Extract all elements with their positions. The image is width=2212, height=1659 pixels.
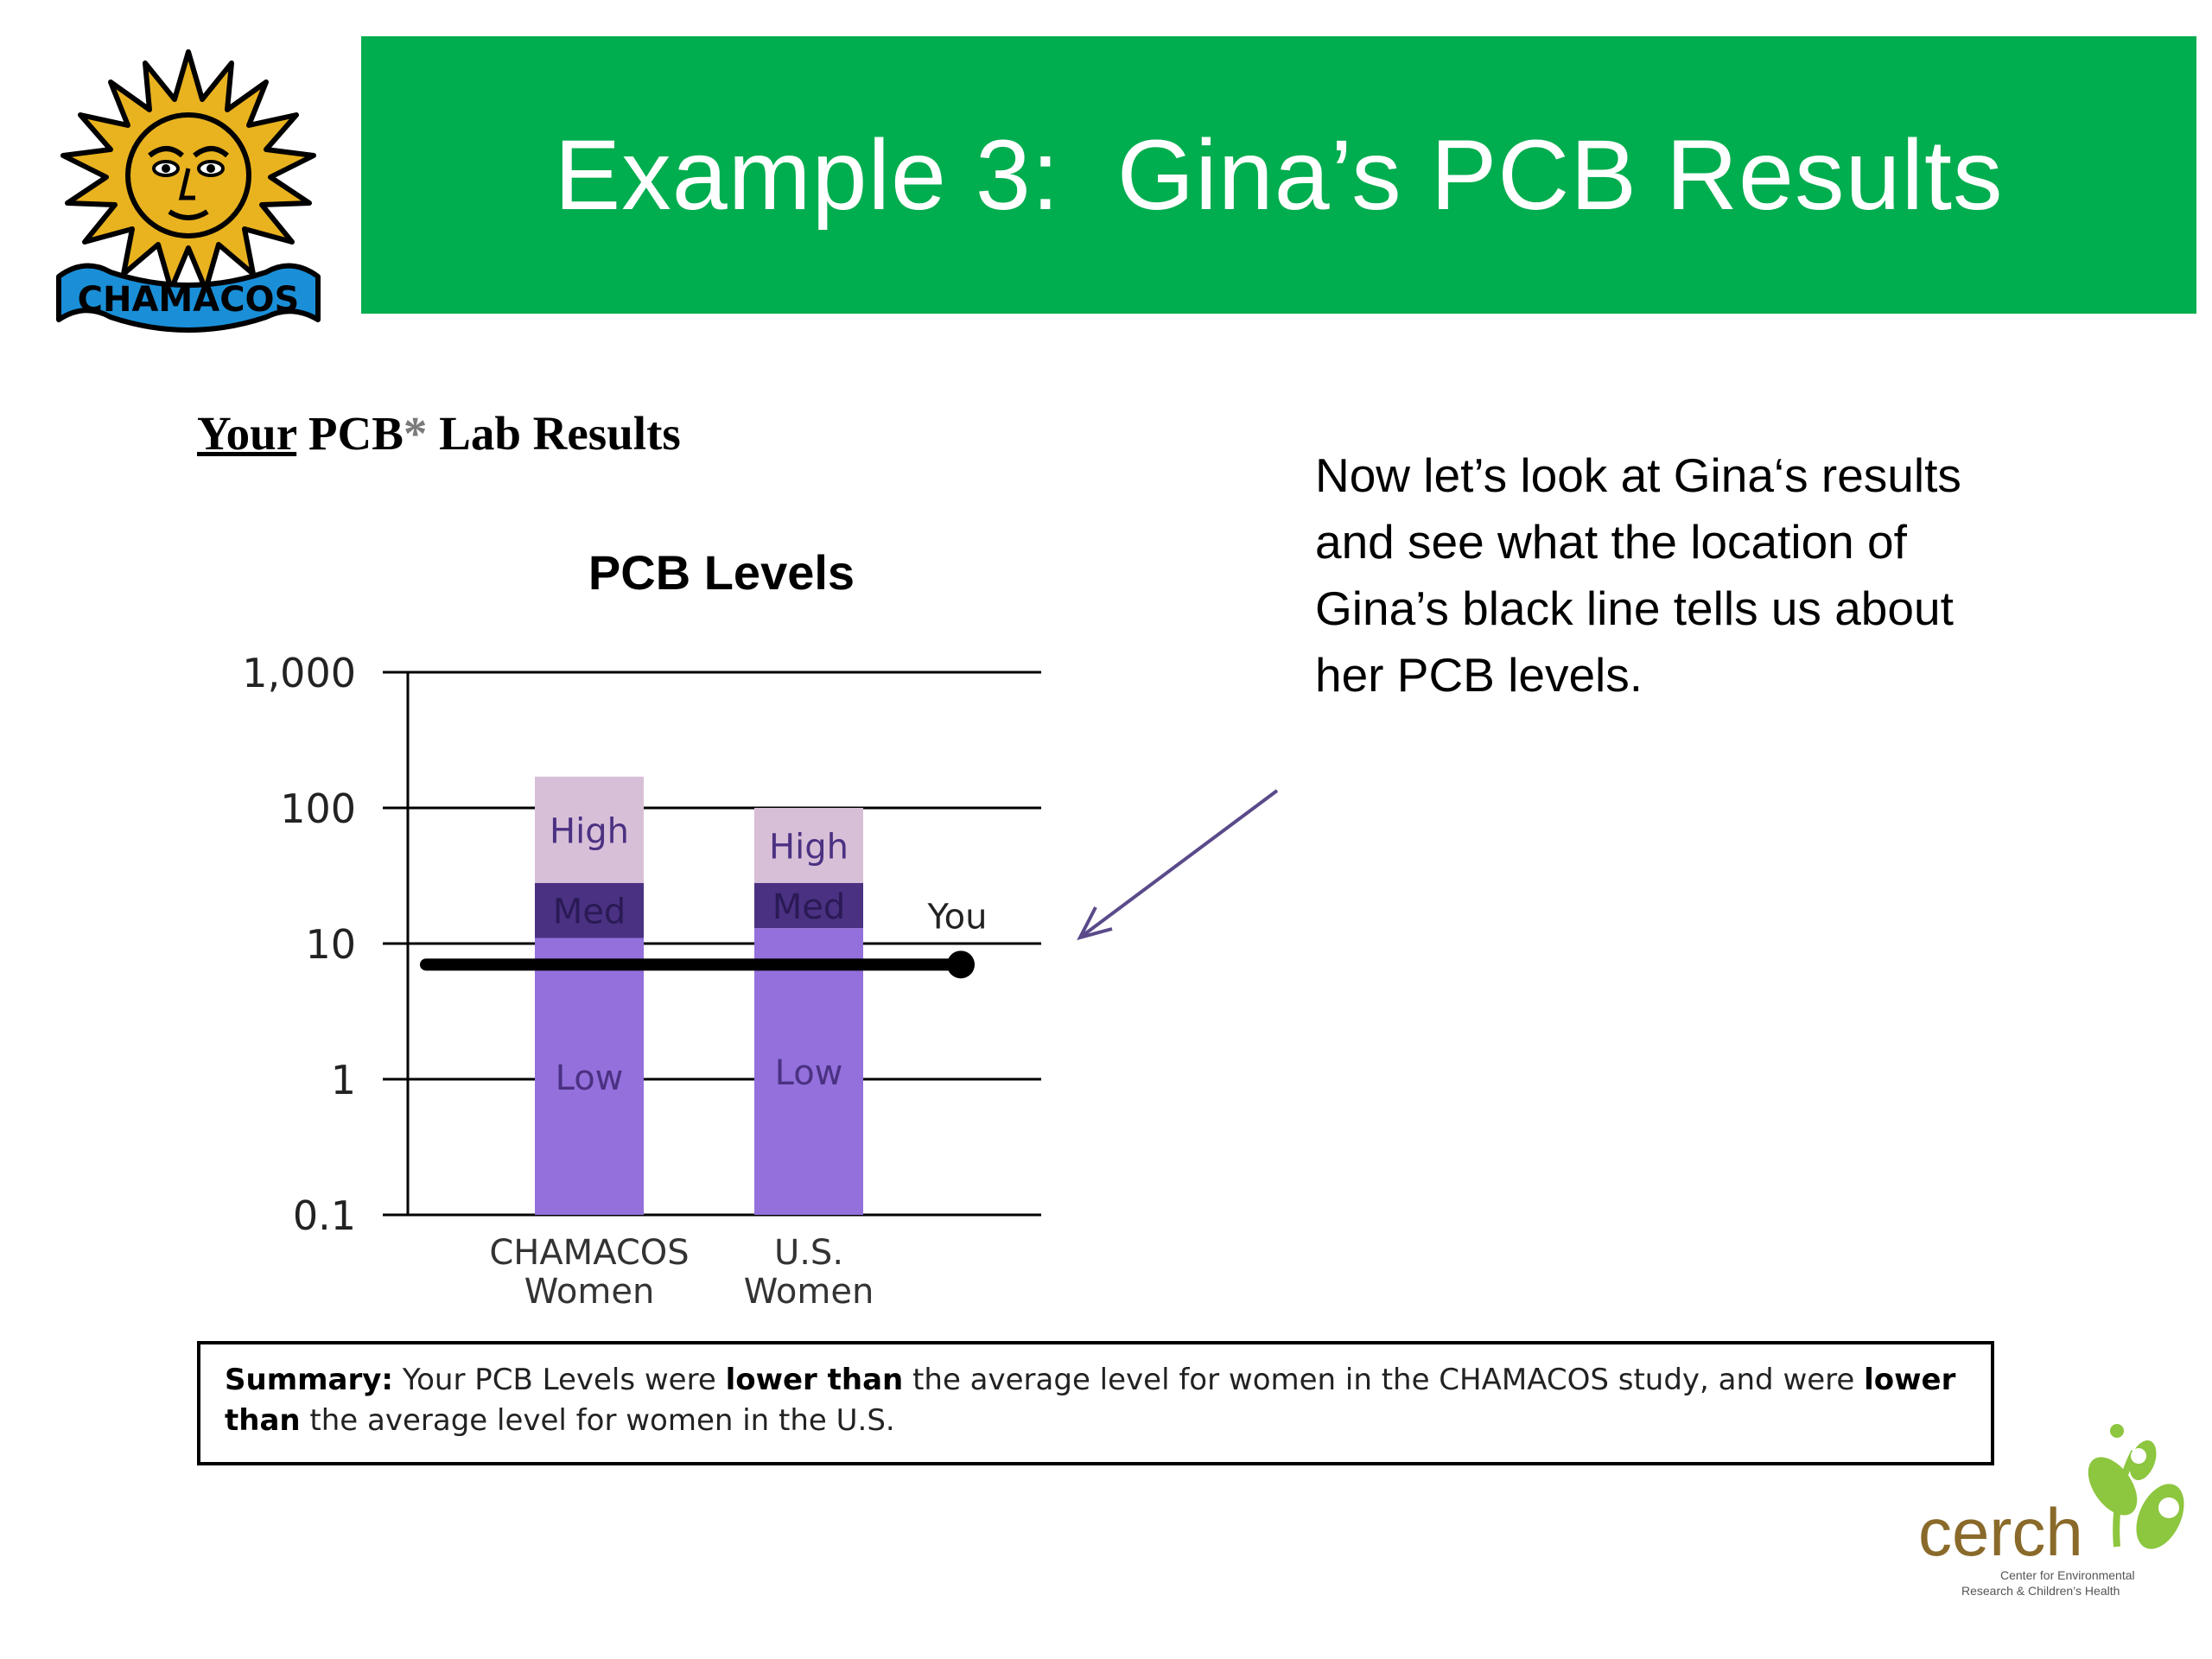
- slide-title: Example 3: Gina’s PCB Results: [554, 119, 2004, 231]
- sun-icon: [60, 49, 316, 292]
- banner-ribbon: CHAMACOS: [56, 263, 321, 333]
- pointer-arrow-head-icon: [1077, 906, 1113, 941]
- sprout-icon: [2088, 1424, 2184, 1549]
- bar-segment-med: [754, 882, 863, 929]
- heading-rest: Lab Results: [427, 407, 681, 460]
- y-tick-label: 10: [305, 921, 356, 968]
- bar-segment-high: [535, 776, 644, 883]
- summary-bold-2: lower than: [225, 1363, 1956, 1438]
- summary-text-1: Your PCB Levels were: [393, 1363, 726, 1397]
- bar-segment-med: [535, 882, 644, 938]
- bar-segment-label: Low: [775, 1053, 843, 1093]
- you-label: You: [927, 897, 988, 937]
- chamacos-logo-text: CHAMACOS: [78, 280, 300, 320]
- heading-pcb: PCB: [296, 407, 404, 460]
- cerch-tagline-1: Center for Environmental: [2000, 1568, 2135, 1582]
- x-tick-label: U.S.: [774, 1233, 843, 1273]
- y-tick-label: 1: [331, 1057, 356, 1103]
- title-banner: Example 3: Gina’s PCB Results: [361, 36, 2196, 314]
- heading-asterisk: *: [403, 407, 428, 460]
- summary-bold-1: lower than: [725, 1363, 904, 1397]
- explanation-note: Now let’s look at Gina‘s results and see…: [1315, 448, 1961, 702]
- summary-label: Summary:: [225, 1363, 394, 1397]
- lab-results-heading: Your PCB* Lab Results: [197, 406, 681, 461]
- x-tick-label: Women: [524, 1272, 655, 1312]
- cerch-wordmark: cerch: [1918, 1494, 2083, 1570]
- summary-text-3: the average level for women in the U.S.: [300, 1403, 895, 1438]
- chamacos-logo: CHAMACOS: [56, 49, 321, 333]
- bar-segment-label: Med: [553, 893, 626, 932]
- bar-segment-label: Low: [556, 1058, 624, 1098]
- y-tick-label: 100: [280, 785, 356, 832]
- bar-segment-low: [754, 928, 863, 1215]
- bar-segment-label: High: [769, 827, 849, 867]
- heading-your: Your: [197, 407, 297, 460]
- bar-segment-low: [535, 938, 644, 1215]
- pointer-arrow-line: [1078, 789, 1279, 939]
- summary-box: Summary: Your PCB Levels were lower than…: [197, 1341, 1994, 1465]
- y-tick-label: 0.1: [293, 1192, 356, 1239]
- x-tick-label: CHAMACOS: [489, 1233, 689, 1273]
- cerch-logo: cerch Center for Environmental Research …: [1918, 1424, 2184, 1598]
- x-tick-label: Women: [744, 1272, 874, 1312]
- bar-segment-label: High: [550, 811, 629, 851]
- summary-text-2: the average level for women in the CHAMA…: [903, 1363, 1865, 1397]
- you-marker-dot: [947, 950, 975, 979]
- cerch-tagline-2: Research & Children’s Health: [1961, 1584, 2120, 1598]
- bar-segment-label: Med: [772, 887, 846, 927]
- y-tick-label: 1,000: [242, 650, 356, 696]
- bar-segment-high: [754, 808, 863, 883]
- chart-title: PCB Levels: [588, 545, 855, 600]
